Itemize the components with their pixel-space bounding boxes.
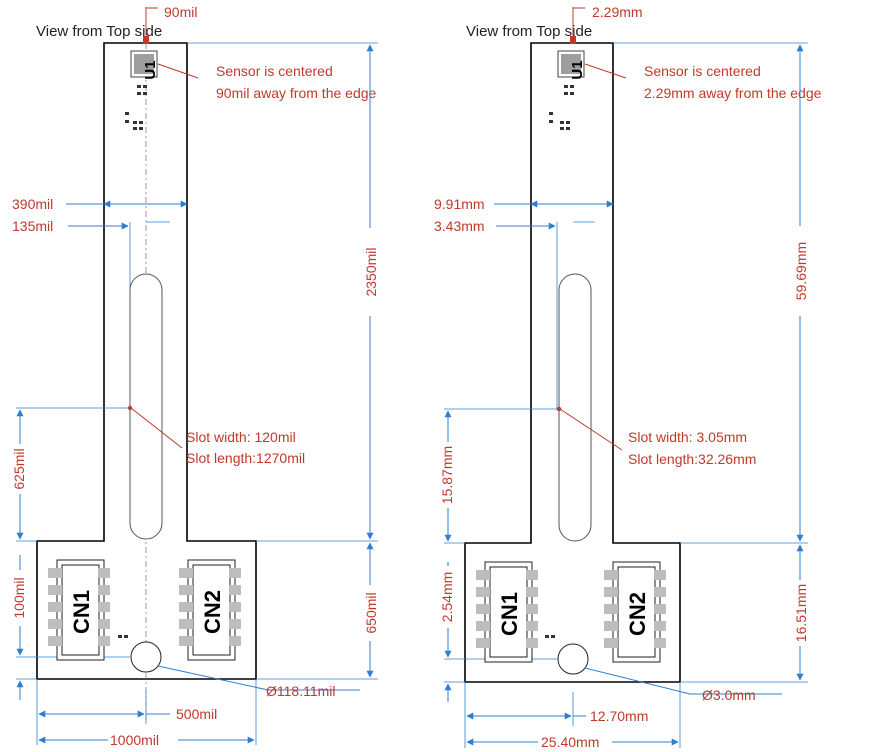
- slot-note-leader: [130, 407, 183, 449]
- connector-cn2: CN2: [604, 561, 666, 663]
- sensor-note-line2: 90mil away from the edge: [216, 85, 377, 101]
- hole-leader: [584, 667, 691, 695]
- connector-ref-cn2: CN2: [625, 592, 650, 636]
- view-imperial: View from Top side U1 90mil Sensor is ce…: [10, 4, 380, 748]
- sensor-u1: U1: [557, 50, 586, 80]
- slot-note-line1: Slot width: 3.05mm: [628, 429, 747, 445]
- connector-cn1: CN1: [476, 561, 538, 663]
- connector-ref-cn1: CN1: [69, 590, 94, 634]
- dim-connector-pitch: 2.54mm: [439, 572, 455, 623]
- dim-base-height: 650mil: [363, 592, 379, 633]
- dim-neck-width: 390mil: [12, 196, 53, 212]
- dim-half-width: 500mil: [176, 706, 217, 722]
- slot: [129, 273, 163, 540]
- slot-note-line2: Slot length:32.26mm: [628, 451, 756, 467]
- dim-full-width: 25.40mm: [541, 734, 599, 750]
- slot-note-leader: [559, 408, 623, 451]
- mounting-hole: [557, 643, 589, 675]
- view-title: View from Top side: [466, 23, 592, 40]
- passive-pads: [545, 85, 574, 638]
- hole-leader: [157, 665, 269, 691]
- slot-note-line1: Slot width: 120mil: [186, 429, 296, 445]
- dim-neck-width: 9.91mm: [434, 196, 485, 212]
- connector-cn1: CN1: [48, 559, 110, 661]
- passive-pads: [118, 85, 147, 638]
- sensor-note-leader: [157, 63, 199, 79]
- dim-neck-length: 2350mil: [363, 247, 379, 296]
- sensor-note-line1: Sensor is centered: [644, 63, 761, 79]
- slot: [558, 273, 592, 542]
- connector-ref-cn1: CN1: [497, 592, 522, 636]
- sensor-ref-label: U1: [569, 60, 586, 79]
- dim-sensor-edge: 90mil: [164, 4, 197, 20]
- sensor-ref-label: U1: [142, 60, 159, 79]
- dim-neck-length: 59.69mm: [793, 242, 809, 300]
- dim-base-height: 16.51mm: [793, 584, 809, 642]
- sensor-note-line1: Sensor is centered: [216, 63, 333, 79]
- dim-sensor-edge: 2.29mm: [592, 4, 643, 20]
- dim-slot-center: 15.87mm: [439, 446, 455, 504]
- sensor-u1: U1: [130, 50, 159, 80]
- mounting-hole: [130, 641, 162, 673]
- sensor-note-leader: [584, 63, 627, 79]
- view-title: View from Top side: [36, 23, 162, 40]
- connector-cn2: CN2: [179, 559, 241, 661]
- dim-slot-offset: 135mil: [12, 218, 53, 234]
- sensor-note-line2: 2.29mm away from the edge: [644, 85, 822, 101]
- view-metric: View from Top side U1 2.29mm Sensor is c…: [434, 4, 822, 750]
- dim-slot-offset: 3.43mm: [434, 218, 485, 234]
- dim-hole-diameter: Ø118.11mil: [266, 683, 336, 699]
- dim-slot-center: 625mil: [11, 448, 27, 489]
- dim-full-width: 1000mil: [110, 732, 159, 748]
- dim-hole-diameter: Ø3.0mm: [702, 687, 756, 703]
- dim-connector-pitch: 100mil: [11, 577, 27, 618]
- slot-note-line2: Slot length:1270mil: [186, 450, 305, 466]
- dim-half-width: 12.70mm: [590, 708, 648, 724]
- connector-ref-cn2: CN2: [200, 590, 225, 634]
